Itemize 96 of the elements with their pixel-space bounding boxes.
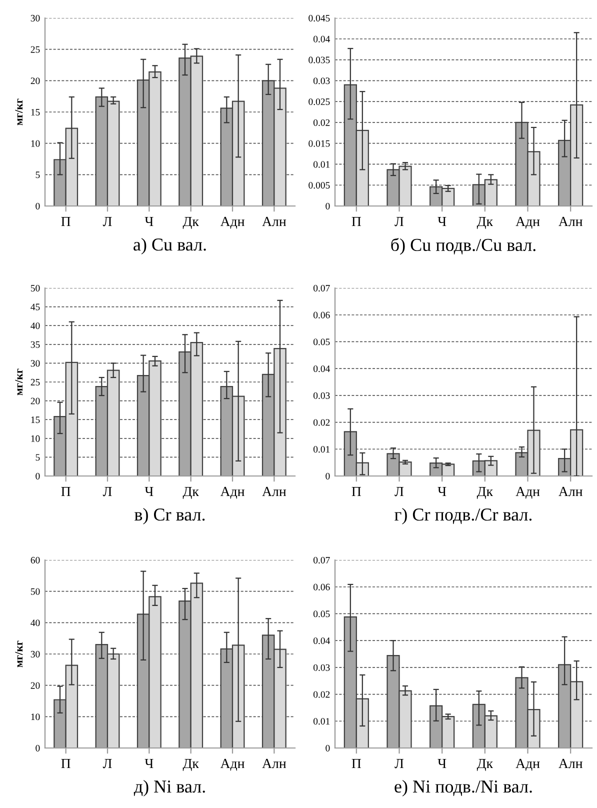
y-tick-label: 10 [31,714,40,720]
x-tick-label: Ч [438,216,446,226]
y-tick-label: 0.01 [313,718,330,725]
text: д) Ni вал. [134,780,205,796]
y-tick-label: 0.03 [313,78,330,84]
x-tick-label: П [61,486,70,496]
y-tick-label: 0.03 [313,664,330,671]
y-tick-label: 0.02 [313,419,330,426]
x-tick-label: Л [102,216,112,226]
y-tick-label: 0.025 [308,98,330,106]
y-tick-label: 35 [30,341,40,348]
y-tick-label: 30 [30,650,40,658]
x-tick-label: Ч [144,216,154,226]
x-tick-label: Ч [144,758,154,768]
y-tick-label: 0 [326,472,330,480]
x-tick-label: Адн [220,216,244,229]
y-tick-label: 0.01 [313,446,330,453]
y-tick-label: 0 [326,202,330,210]
x-tick-label: Алн [262,758,286,768]
x-tick-label: Дк [182,486,199,500]
x-tick-label: Адн [516,486,540,499]
x-tick-label: Алн [558,758,582,768]
x-tick-label: Адн [220,486,244,499]
y-tick-label: 10 [31,435,40,442]
y-tick-label: 0.01 [313,161,330,168]
x-tick-label: Л [394,486,404,496]
y-tick-label: 0 [36,472,40,480]
y-tick-label: 0.02 [313,119,330,126]
y-tick-label: 0.04 [313,36,330,42]
y-tick-label: 0 [36,202,40,210]
y-tick-label: 25 [30,46,40,53]
x-tick-label: Алн [558,216,582,226]
x-tick-label: Адн [220,758,244,771]
x-tick-label: Л [394,216,404,226]
y-tick-label: 0.06 [313,584,330,590]
y-tick-label: 0 [36,744,40,752]
y-tick-label: 45 [30,304,40,310]
y-tick-label: 40 [30,322,40,330]
y-tick-label: 0.02 [313,691,330,698]
x-tick-label: Алн [558,486,582,496]
x-tick-label: Ч [438,486,446,496]
x-tick-label: Алн [262,216,286,226]
y-tick-label: 0.06 [313,312,330,318]
y-tick-label: 0.045 [308,14,330,22]
x-tick-label: Л [102,486,112,496]
x-tick-label: Адн [516,758,540,771]
y-tick-label: 0.03 [313,392,330,399]
y-tick-label: 20 [30,682,40,689]
y-tick-label: 20 [30,78,40,84]
x-tick-label: П [352,758,362,768]
y-tick-label: 0.04 [313,637,330,644]
x-tick-label: Л [102,758,112,768]
y-tick-label: 25 [30,378,40,386]
x-tick-label: Ч [438,758,446,768]
y-tick-label: 0.05 [313,610,330,618]
text: б) Cu подв./Cu вал. [391,238,536,255]
x-tick-label: Алн [262,486,286,496]
y-tick-label: 20 [30,398,40,404]
y-tick-label: 15 [31,416,40,424]
y-tick-label: 30 [30,360,40,367]
y-tick-label: 5 [36,454,40,461]
text: е) Ni подв./Ni вал. [394,780,532,796]
x-tick-label: П [352,486,362,496]
y-tick-label: 0.07 [313,556,330,564]
x-tick-label: Ч [144,486,154,496]
y-tick-label: 0.015 [308,140,330,147]
x-tick-label: Дк [182,758,199,772]
x-tick-label: П [61,758,70,768]
y-tick-label: 15 [31,108,40,116]
x-tick-label: Дк [476,758,494,772]
x-tick-label: П [61,216,70,226]
x-tick-label: Адн [516,216,540,229]
y-tick-label: 50 [30,588,40,595]
text: в) Cr вал. [134,508,205,524]
y-tick-label: 0.035 [308,56,330,64]
x-tick-label: Дк [476,216,494,230]
y-tick-label: 50 [30,284,40,292]
y-tick-label: 5 [36,172,40,178]
x-tick-label: П [352,216,362,226]
x-tick-label: Дк [182,216,199,230]
text: а) Cu вал. [134,238,206,254]
y-tick-label: 0.04 [313,365,330,372]
y-tick-label: 0 [326,744,330,752]
x-tick-label: Дк [476,486,494,500]
y-tick-label: 0.07 [313,284,330,292]
text: г) Cr подв./Cr вал. [394,508,532,524]
y-axis-title: мг/кг [15,98,23,126]
x-tick-label: Л [394,758,404,768]
y-tick-label: 30 [30,14,40,22]
y-tick-label: 40 [30,620,40,626]
y-tick-label: 0.05 [313,338,330,346]
y-axis-title: мг/кг [15,368,23,396]
y-tick-label: 10 [31,140,40,147]
y-tick-label: 60 [30,556,40,564]
y-tick-label: 0.005 [308,182,330,189]
y-axis-title: мг/кг [15,640,23,668]
